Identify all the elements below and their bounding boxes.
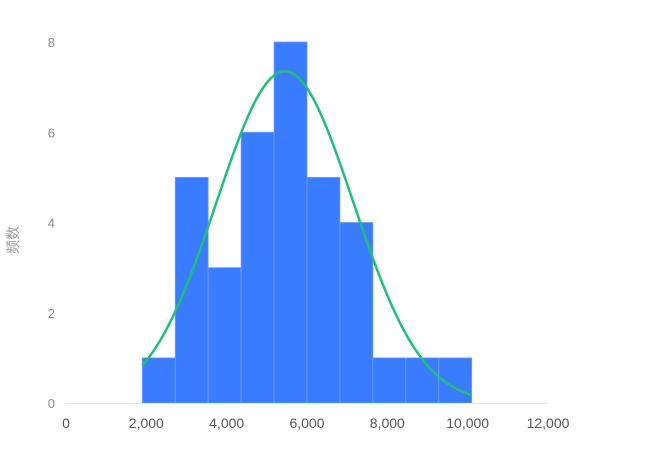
histogram-bar-3 [207,267,242,404]
histogram-bar-9 [405,357,440,404]
histogram-bar-7 [339,222,374,404]
histogram-bar-8 [372,357,407,404]
y-axis-label: 频数 [6,226,22,254]
x-tick-label: 12,000 [527,415,570,431]
histogram-bar-2 [174,176,209,404]
histogram-bar-4 [240,131,275,404]
histogram-bar-6 [306,176,341,404]
y-tick-label: 4 [48,216,55,231]
y-axis-ticks: 0 2 4 6 8 [48,35,55,411]
histogram-bar-1 [141,357,176,404]
x-tick-label: 10,000 [446,415,489,431]
x-tick-label: 6,000 [289,415,324,431]
bars-group [141,41,473,404]
x-tick-label: 4,000 [209,415,244,431]
y-tick-label: 6 [48,125,55,140]
y-tick-label: 8 [48,35,55,50]
y-tick-label: 0 [48,396,55,411]
histogram-bar-5 [273,41,308,404]
x-tick-label: 8,000 [370,415,405,431]
x-axis-ticks: 0 2,000 4,000 6,000 8,000 10,000 12,000 [62,415,570,431]
normal-curve [141,70,473,397]
y-tick-label: 2 [48,306,55,321]
x-tick-label: 0 [62,415,70,431]
x-tick-label: 2,000 [129,415,164,431]
